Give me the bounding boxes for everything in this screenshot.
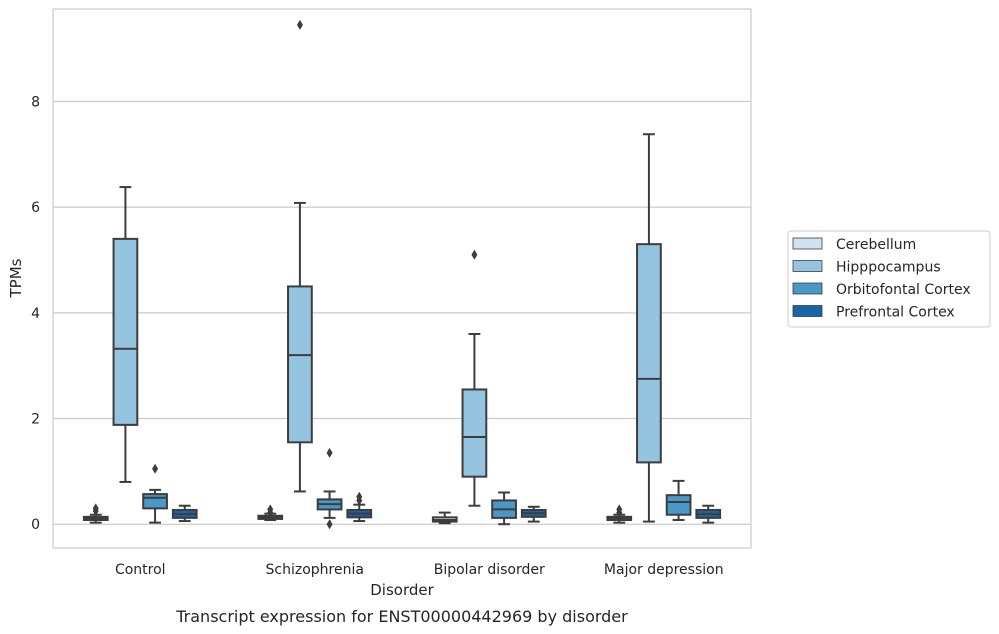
legend-swatch-cerebellum: [792, 237, 823, 250]
box-orbitofontal-cortex-major-depression: [665, 479, 692, 521]
box-prefrontal-cortex-major-depression: [695, 504, 722, 524]
legend: Cerebellum Hipppocampus Orbitofontal Corte…: [787, 230, 991, 328]
y-axis-label: TPMs: [7, 258, 25, 298]
box-cerebellum-control: [82, 503, 109, 524]
box-cerebellum-schizophrenia-outlier: [267, 504, 274, 515]
box-hipppocampus-bipolar-disorder-iqr: [461, 388, 488, 478]
legend-swatch-prefrontal-cortex: [792, 305, 823, 317]
box-cerebellum-major-depression: [606, 504, 633, 524]
box-hipppocampus-control-iqr: [112, 237, 139, 426]
x-axis: Control Schizophrenia Bipolar disorder Majo…: [115, 562, 724, 578]
box-cerebellum-major-depression-outlier: [616, 504, 623, 515]
box-orbitofontal-cortex-schizophrenia-outlier: [326, 447, 333, 458]
legend-label-hipppocampus: Hipppocampus: [836, 260, 941, 276]
y-tick-label: 6: [31, 200, 40, 216]
y-tick-label: 0: [31, 517, 40, 533]
axes-frame: [52, 8, 752, 549]
x-tick-label: Schizophrenia: [266, 562, 364, 578]
box-prefrontal-cortex-schizophrenia: [346, 491, 373, 523]
legend-swatch-orbitofontal-cortex: [792, 282, 823, 295]
box-orbitofontal-cortex-schizophrenia-outlier: [326, 519, 333, 530]
box-cerebellum-bipolar-disorder: [431, 511, 458, 525]
x-axis-label: Disorder: [370, 581, 434, 599]
box-orbitofontal-cortex-schizophrenia: [316, 447, 343, 530]
legend-swatch-hipppocampus: [792, 260, 823, 272]
legend-label-orbitofontal-cortex: Orbitofontal Cortex: [836, 282, 971, 298]
box-prefrontal-cortex-schizophrenia-outlier: [356, 491, 363, 502]
gridlines: [53, 100, 751, 525]
box-hipppocampus-control: [112, 186, 139, 483]
y-tick-label: 4: [31, 306, 40, 322]
legend-frame: [787, 230, 991, 328]
box-hipppocampus-schizophrenia-outlier: [296, 19, 303, 30]
legend-label-prefrontal-cortex: Prefrontal Cortex: [836, 305, 955, 321]
plot-area: [82, 19, 722, 530]
box-orbitofontal-cortex-major-depression-iqr: [665, 494, 692, 516]
box-orbitofontal-cortex-control-iqr: [142, 493, 168, 510]
x-tick-label: Bipolar disorder: [434, 562, 545, 578]
box-hipppocampus-major-depression: [636, 133, 662, 523]
x-tick-label: Major depression: [604, 562, 724, 578]
box-hipppocampus-bipolar-disorder-outlier: [471, 249, 478, 260]
chart-caption: Transcript expression for ENST0000044296…: [175, 607, 628, 626]
box-orbitofontal-cortex-bipolar-disorder: [491, 491, 517, 526]
box-prefrontal-cortex-control: [171, 504, 198, 523]
box-orbitofontal-cortex-control: [142, 463, 168, 524]
x-tick-label: Control: [115, 562, 166, 578]
box-orbitofontal-cortex-control-outlier: [152, 463, 159, 474]
y-tick-label: 2: [31, 412, 40, 428]
box-cerebellum-schizophrenia: [257, 504, 284, 521]
y-tick-label: 8: [31, 94, 40, 110]
legend-label-cerebellum: Cerebellum: [836, 237, 916, 253]
box-hipppocampus-schizophrenia-iqr: [287, 285, 313, 444]
box-prefrontal-cortex-bipolar-disorder: [520, 505, 547, 523]
y-axis: 0 2 4 6 8: [31, 94, 40, 533]
box-cerebellum-control-outlier: [92, 503, 99, 514]
box-hipppocampus-schizophrenia: [287, 19, 313, 493]
box-hipppocampus-major-depression-iqr: [636, 243, 662, 464]
box-hipppocampus-bipolar-disorder: [461, 249, 488, 507]
